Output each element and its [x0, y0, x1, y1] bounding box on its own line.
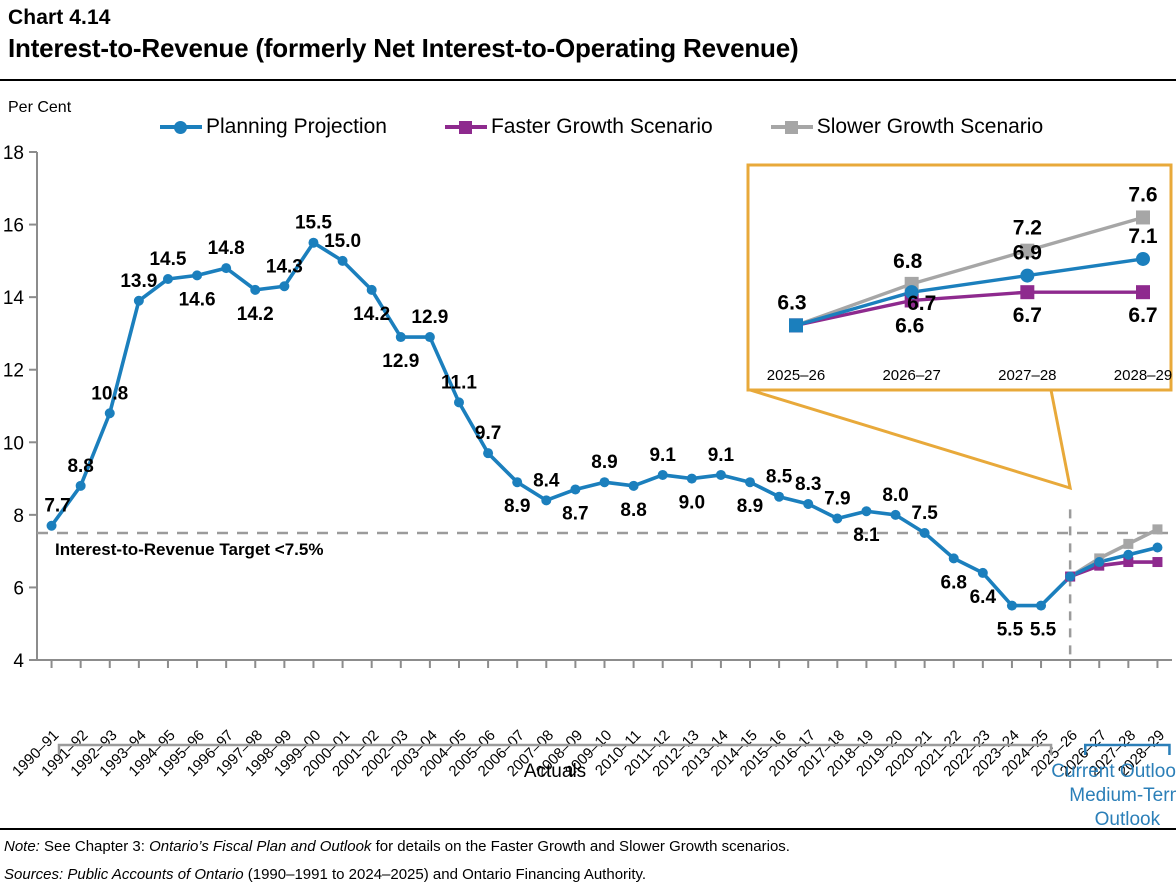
- svg-text:9.0: 9.0: [679, 493, 705, 514]
- svg-text:8.8: 8.8: [67, 456, 93, 477]
- chart-number: Chart 4.14: [8, 6, 111, 29]
- svg-text:6.7: 6.7: [1013, 304, 1042, 327]
- svg-text:7.1: 7.1: [1128, 225, 1158, 248]
- svg-text:14.5: 14.5: [149, 249, 186, 270]
- svg-text:5.5: 5.5: [997, 620, 1024, 641]
- legend-label-planning-projection: Planning Projection: [206, 115, 387, 138]
- svg-text:9.1: 9.1: [708, 445, 735, 466]
- svg-text:13.9: 13.9: [120, 271, 157, 292]
- legend-swatch-planning-projection: [160, 118, 202, 136]
- chart-legend: Planning Projection Faster Growth Scenar…: [160, 112, 1170, 142]
- svg-text:8.7: 8.7: [562, 503, 588, 524]
- svg-text:18: 18: [3, 143, 24, 164]
- svg-text:6.7: 6.7: [1128, 304, 1157, 327]
- svg-text:14.2: 14.2: [353, 304, 390, 325]
- svg-text:6.6: 6.6: [895, 314, 924, 337]
- svg-text:15.0: 15.0: [324, 231, 361, 252]
- svg-text:8.1: 8.1: [853, 525, 880, 546]
- svg-text:16: 16: [3, 216, 24, 237]
- note-text-1: See Chapter 3:: [39, 838, 150, 855]
- svg-text:8.9: 8.9: [504, 496, 530, 517]
- svg-text:9.7: 9.7: [475, 423, 501, 444]
- svg-text:6.3: 6.3: [777, 291, 806, 314]
- note-italic: Ontario’s Fiscal Plan and Outlook: [149, 838, 372, 855]
- legend-label-slower-growth: Slower Growth Scenario: [816, 115, 1044, 138]
- svg-text:12: 12: [3, 361, 24, 382]
- svg-text:6.4: 6.4: [970, 587, 997, 608]
- sources-line: Sources: Public Accounts of Ontario (199…: [4, 864, 1176, 886]
- note-prefix: Note:: [4, 838, 40, 855]
- svg-text:14.3: 14.3: [266, 256, 303, 277]
- legend-item-slower-growth[interactable]: Slower Growth Scenario: [770, 115, 1044, 139]
- svg-text:Interest-to-Revenue Target <7.: Interest-to-Revenue Target <7.5%: [55, 540, 323, 559]
- svg-text:7.6: 7.6: [1128, 183, 1157, 206]
- svg-text:8.4: 8.4: [533, 470, 560, 491]
- svg-text:8.9: 8.9: [591, 452, 617, 473]
- line-chart: 4 6 8 10 12 14 16 18 Interest-to-Revenue Target …: [3, 143, 1176, 830]
- svg-text:10.8: 10.8: [91, 383, 128, 404]
- svg-text:Current Outlook &: Current Outlook &: [1051, 761, 1176, 782]
- header-divider: [0, 79, 1176, 81]
- note-line: Note: See Chapter 3: Ontario’s Fiscal Pl…: [4, 836, 1176, 858]
- svg-text:2027–28: 2027–28: [998, 367, 1056, 384]
- svg-text:4: 4: [13, 651, 24, 672]
- svg-text:6.9: 6.9: [1013, 242, 1042, 265]
- svg-text:6: 6: [13, 578, 24, 599]
- svg-text:Actuals: Actuals: [524, 761, 586, 782]
- sources-italic: Public Accounts of Ontario: [63, 865, 244, 883]
- legend-item-planning-projection[interactable]: Planning Projection: [160, 115, 387, 139]
- svg-text:12.9: 12.9: [382, 351, 419, 372]
- svg-text:14.6: 14.6: [179, 289, 216, 310]
- sources-text: (1990–1991 to 2024–2025) and Ontario Fin…: [243, 865, 647, 883]
- legend-swatch-faster-growth: [444, 118, 487, 136]
- page-title: Interest-to-Revenue (formerly Net Intere…: [8, 33, 799, 63]
- svg-text:8.9: 8.9: [737, 496, 763, 517]
- svg-text:8.0: 8.0: [882, 485, 908, 506]
- svg-text:Outlook: Outlook: [1095, 809, 1161, 830]
- svg-text:9.1: 9.1: [649, 445, 676, 466]
- svg-text:6.8: 6.8: [893, 250, 923, 273]
- svg-text:6.8: 6.8: [941, 572, 967, 593]
- svg-text:12.9: 12.9: [411, 307, 448, 328]
- svg-text:Medium-Term: Medium-Term: [1069, 785, 1176, 806]
- svg-text:7.5: 7.5: [911, 503, 938, 524]
- svg-text:8.8: 8.8: [620, 500, 646, 521]
- svg-text:8: 8: [13, 506, 24, 527]
- svg-text:14: 14: [3, 288, 25, 309]
- legend-item-faster-growth[interactable]: Faster Growth Scenario: [444, 115, 713, 139]
- y-axis-unit-label: Per Cent: [8, 99, 72, 116]
- svg-text:8.3: 8.3: [795, 474, 821, 495]
- svg-text:11.1: 11.1: [441, 372, 477, 393]
- legend-label-faster-growth: Faster Growth Scenario: [490, 115, 713, 138]
- svg-text:6.7: 6.7: [907, 292, 936, 315]
- svg-text:7.2: 7.2: [1013, 217, 1042, 240]
- svg-text:14.2: 14.2: [237, 304, 274, 325]
- svg-text:2026–27: 2026–27: [882, 367, 940, 384]
- svg-text:2028–29: 2028–29: [1114, 367, 1172, 384]
- svg-text:14.8: 14.8: [208, 238, 245, 259]
- svg-text:15.5: 15.5: [295, 213, 332, 234]
- svg-text:10: 10: [3, 433, 24, 454]
- note-text-2: for details on the Faster Growth and Slo…: [371, 838, 790, 855]
- svg-text:8.5: 8.5: [766, 467, 793, 488]
- footnotes: Note: See Chapter 3: Ontario’s Fiscal Pl…: [0, 828, 1176, 886]
- sources-prefix: Sources:: [4, 865, 64, 883]
- svg-text:7.7: 7.7: [44, 496, 70, 517]
- svg-text:5.5: 5.5: [1030, 620, 1057, 641]
- svg-text:2025–26: 2025–26: [767, 367, 825, 384]
- footer-divider: [0, 828, 1176, 830]
- svg-text:7.9: 7.9: [824, 488, 850, 509]
- legend-swatch-slower-growth: [770, 118, 813, 136]
